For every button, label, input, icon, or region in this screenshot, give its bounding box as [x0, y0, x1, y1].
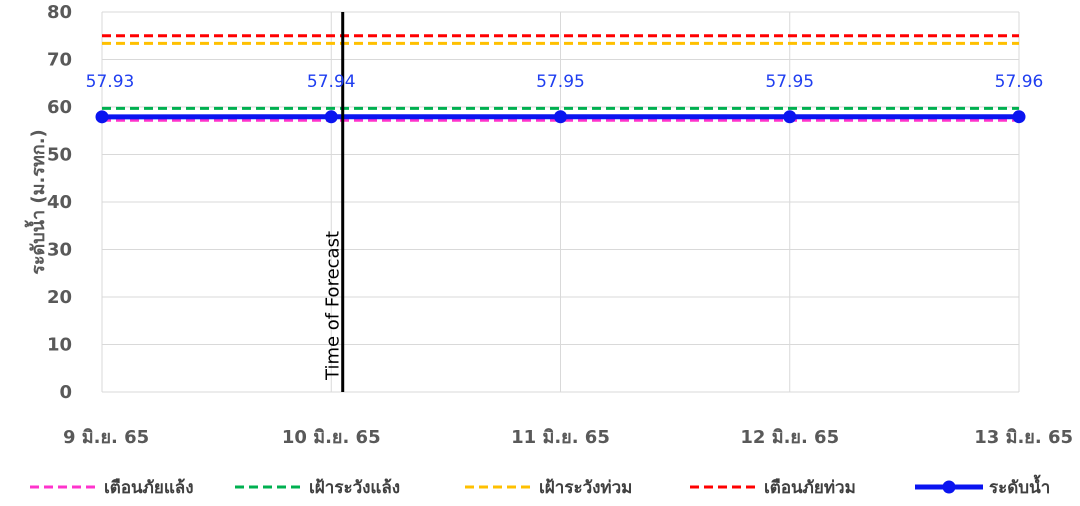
forecast-label: Time of Forecast	[323, 231, 344, 381]
data-point-4	[1012, 110, 1026, 124]
y-tick-50: 50	[47, 145, 72, 166]
y-tick-10: 10	[47, 335, 72, 356]
y-axis-label: ระดับน้ำ (ม.รทก.)	[24, 129, 49, 275]
y-tick-0: 0	[59, 382, 72, 403]
forecast-annotation: Time of Forecast	[323, 12, 345, 392]
data-label-2: 57.95	[536, 72, 585, 92]
data-point-2	[554, 110, 567, 124]
legend: เตือนภัยแล้ง เฝ้าระวังแล้ง เฝ้าระวังท่วม เต…	[30, 474, 1050, 498]
series-lines	[95, 34, 1026, 124]
y-axis-ticks: 0 10 20 30 40 50 60 70 80	[47, 2, 72, 403]
legend-label-1: เฝ้าระวังแล้ง	[309, 478, 400, 498]
x-tick-1: 10 มิ.ย. 65	[282, 427, 381, 448]
data-point-1	[324, 110, 338, 124]
legend-marker-4	[942, 480, 956, 494]
y-tick-70: 70	[47, 50, 72, 71]
y-tick-80: 80	[47, 2, 72, 23]
legend-label-3: เตือนภัยท่วม	[764, 477, 856, 498]
y-tick-30: 30	[47, 240, 72, 261]
data-label-4: 57.96	[995, 72, 1044, 92]
grid	[101, 11, 1020, 393]
y-tick-20: 20	[47, 287, 72, 308]
data-label-3: 57.95	[765, 72, 814, 92]
legend-label-0: เตือนภัยแล้ง	[104, 477, 194, 498]
data-point-0	[95, 110, 109, 124]
data-label-0: 57.93	[86, 72, 135, 92]
data-point-3	[783, 110, 797, 124]
legend-label-2: เฝ้าระวังท่วม	[539, 478, 632, 498]
data-labels: 57.93 57.94 57.95 57.95 57.96	[86, 72, 1044, 92]
x-tick-0: 9 มิ.ย. 65	[63, 427, 149, 448]
data-label-1: 57.94	[307, 72, 356, 92]
x-tick-4: 13 มิ.ย. 65	[974, 427, 1073, 448]
x-axis-ticks: 9 มิ.ย. 65 10 มิ.ย. 65 11 มิ.ย. 65 12 มิ.ย.…	[63, 427, 1073, 448]
x-tick-3: 12 มิ.ย. 65	[740, 427, 839, 448]
y-tick-60: 60	[47, 97, 72, 118]
legend-label-4: ระดับน้ำ	[989, 474, 1050, 498]
y-tick-40: 40	[47, 192, 72, 213]
x-tick-2: 11 มิ.ย. 65	[511, 427, 610, 448]
